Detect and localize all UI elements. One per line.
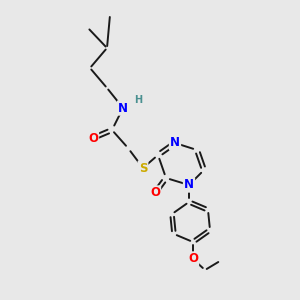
Text: O: O bbox=[150, 187, 160, 200]
Text: O: O bbox=[188, 253, 198, 266]
Text: N: N bbox=[118, 101, 128, 115]
Text: N: N bbox=[170, 136, 180, 149]
Text: S: S bbox=[139, 161, 147, 175]
Text: H: H bbox=[134, 95, 142, 105]
Text: O: O bbox=[88, 131, 98, 145]
Text: N: N bbox=[184, 178, 194, 191]
